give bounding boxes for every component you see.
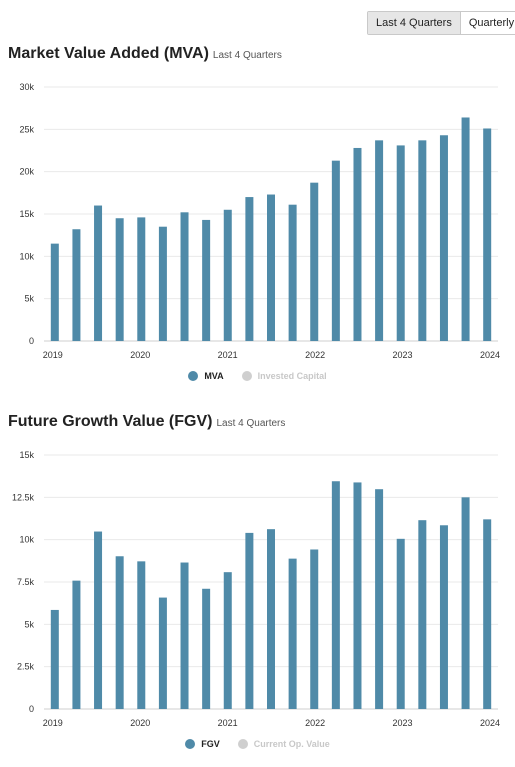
bar bbox=[483, 519, 492, 709]
x-tick-label: 2019 bbox=[43, 350, 63, 360]
y-tick-label: 0 bbox=[29, 704, 34, 714]
x-tick-label: 2023 bbox=[393, 718, 413, 728]
y-tick-label: 15k bbox=[19, 450, 34, 460]
quarterly-button[interactable]: Quarterly bbox=[459, 12, 515, 34]
bar bbox=[115, 556, 124, 709]
x-tick-label: 2023 bbox=[393, 350, 413, 360]
y-tick-label: 25k bbox=[19, 124, 34, 134]
y-tick-label: 12.5k bbox=[12, 492, 35, 502]
legend-dot-current-op-value bbox=[237, 739, 248, 749]
bar bbox=[375, 140, 384, 341]
legend-item-invested-capital[interactable]: Invested Capital bbox=[241, 371, 327, 381]
bar bbox=[202, 219, 211, 341]
bar bbox=[158, 597, 167, 709]
x-tick-label: 2020 bbox=[130, 350, 150, 360]
x-tick-label: 2022 bbox=[305, 350, 325, 360]
bar bbox=[115, 218, 124, 341]
bar bbox=[331, 160, 340, 341]
bar bbox=[158, 226, 167, 341]
y-tick-label: 20k bbox=[19, 167, 34, 177]
fgv-chart-title: Future Growth Value (FGV) Last 4 Quarters bbox=[8, 413, 285, 431]
bar bbox=[180, 562, 189, 709]
bar bbox=[461, 117, 470, 341]
bar bbox=[223, 572, 232, 709]
legend-item-current-op-value[interactable]: Current Op. Value bbox=[237, 739, 330, 749]
bar bbox=[418, 140, 427, 341]
last-4-quarters-button[interactable]: Last 4 Quarters bbox=[368, 12, 460, 34]
fgv-subtitle: Last 4 Quarters bbox=[216, 418, 286, 429]
bar bbox=[375, 489, 384, 709]
bar bbox=[353, 482, 362, 709]
mva-legend: MVA Invested Capital bbox=[0, 371, 515, 381]
legend-label-invested-capital: Invested Capital bbox=[257, 371, 327, 381]
bar bbox=[72, 229, 81, 341]
fgv-title-text: Future Growth Value (FGV) bbox=[8, 413, 213, 430]
bar bbox=[353, 147, 362, 341]
y-tick-label: 10k bbox=[19, 535, 34, 545]
mva-chart-title: Market Value Added (MVA) Last 4 Quarters bbox=[8, 45, 282, 63]
bar bbox=[137, 217, 146, 341]
bar bbox=[50, 609, 59, 709]
bar bbox=[461, 497, 470, 709]
bar bbox=[288, 204, 297, 341]
bar bbox=[331, 481, 340, 709]
y-tick-label: 2.5k bbox=[17, 662, 35, 672]
legend-dot-mva bbox=[188, 371, 199, 381]
bar bbox=[94, 531, 103, 709]
bar bbox=[418, 520, 427, 709]
x-tick-label: 2020 bbox=[130, 718, 150, 728]
bar bbox=[245, 532, 254, 709]
legend-label-mva: MVA bbox=[204, 371, 224, 381]
x-tick-label: 2024 bbox=[480, 350, 500, 360]
bar bbox=[50, 243, 59, 341]
bar bbox=[483, 128, 492, 341]
y-tick-label: 5k bbox=[24, 294, 34, 304]
bar bbox=[202, 588, 211, 709]
bar bbox=[310, 549, 319, 709]
bar bbox=[94, 205, 103, 341]
legend-dot-fgv bbox=[185, 739, 196, 749]
bar bbox=[180, 212, 189, 341]
x-tick-label: 2019 bbox=[43, 718, 63, 728]
bar bbox=[223, 209, 232, 341]
x-tick-label: 2021 bbox=[218, 718, 238, 728]
bar bbox=[396, 145, 405, 341]
fgv-legend: FGV Current Op. Value bbox=[0, 739, 515, 749]
legend-label-fgv: FGV bbox=[201, 739, 220, 749]
bar bbox=[137, 561, 146, 709]
bar bbox=[310, 182, 319, 341]
legend-item-mva[interactable]: MVA bbox=[188, 371, 224, 381]
bar bbox=[267, 194, 275, 341]
x-tick-label: 2024 bbox=[480, 718, 500, 728]
legend-label-current-op-value: Current Op. Value bbox=[253, 739, 330, 749]
y-tick-label: 7.5k bbox=[17, 577, 35, 587]
bar bbox=[72, 580, 81, 709]
legend-dot-invested-capital bbox=[241, 371, 252, 381]
bar bbox=[288, 558, 297, 709]
mva-title-text: Market Value Added (MVA) bbox=[8, 45, 209, 62]
y-tick-label: 10k bbox=[19, 251, 34, 261]
bar bbox=[439, 135, 448, 341]
y-tick-label: 15k bbox=[19, 209, 34, 219]
bar bbox=[396, 538, 405, 709]
y-tick-label: 5k bbox=[24, 619, 34, 629]
legend-item-fgv[interactable]: FGV bbox=[185, 739, 220, 749]
bar bbox=[245, 197, 254, 341]
x-tick-label: 2022 bbox=[305, 718, 325, 728]
y-tick-label: 0 bbox=[29, 336, 34, 346]
x-tick-label: 2021 bbox=[218, 350, 238, 360]
mva-subtitle: Last 4 Quarters bbox=[212, 50, 282, 61]
y-tick-label: 30k bbox=[19, 82, 34, 92]
period-toggle: Last 4 Quarters Quarterly bbox=[367, 11, 515, 35]
mva-bar-chart: 0 5k 10k 15k 20k 25k 30k 2019 2020 2021 2022 2023 20… bbox=[19, 82, 500, 360]
bar bbox=[439, 525, 448, 709]
bar bbox=[267, 529, 275, 709]
fgv-bar-chart: 0 2.5k 5k 7.5k 10k 12.5k 15k 2019 2020 2021 2022 20… bbox=[12, 450, 500, 728]
